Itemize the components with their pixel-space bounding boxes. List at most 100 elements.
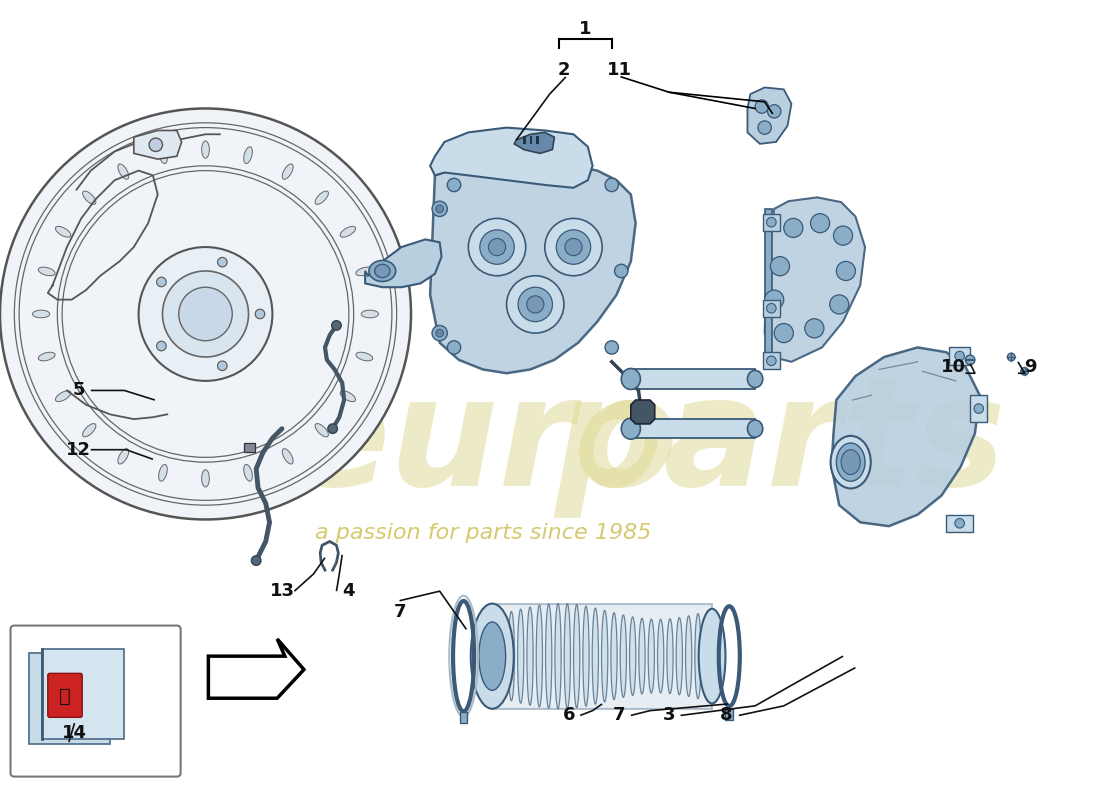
Ellipse shape [602, 610, 608, 702]
Ellipse shape [361, 310, 378, 318]
Ellipse shape [356, 352, 373, 361]
Ellipse shape [747, 420, 762, 438]
Ellipse shape [315, 423, 329, 437]
Ellipse shape [55, 226, 70, 238]
Circle shape [755, 100, 769, 114]
Ellipse shape [573, 605, 580, 708]
Text: 3: 3 [663, 706, 675, 725]
Ellipse shape [158, 465, 167, 481]
Polygon shape [747, 87, 791, 144]
Ellipse shape [375, 264, 390, 278]
Circle shape [432, 201, 448, 217]
Text: 5: 5 [73, 382, 85, 399]
Ellipse shape [471, 603, 514, 709]
Ellipse shape [527, 607, 534, 706]
Circle shape [218, 361, 227, 370]
Bar [970, 395, 988, 422]
Circle shape [156, 342, 166, 350]
Circle shape [163, 271, 249, 357]
Text: 9: 9 [1024, 358, 1036, 375]
Text: 13: 13 [270, 582, 295, 600]
Circle shape [1021, 367, 1028, 375]
Circle shape [955, 351, 965, 361]
Circle shape [178, 287, 232, 341]
Ellipse shape [536, 606, 542, 707]
Polygon shape [764, 209, 772, 357]
Circle shape [448, 178, 461, 192]
Text: 2: 2 [558, 62, 570, 79]
Polygon shape [208, 639, 304, 698]
Circle shape [767, 356, 777, 366]
Ellipse shape [583, 606, 590, 706]
Circle shape [784, 218, 803, 238]
Ellipse shape [356, 267, 373, 276]
Circle shape [1008, 353, 1015, 361]
Circle shape [829, 295, 849, 314]
Circle shape [432, 326, 448, 341]
Ellipse shape [629, 617, 636, 695]
Circle shape [507, 276, 564, 333]
Ellipse shape [554, 604, 561, 709]
Circle shape [518, 287, 552, 322]
Circle shape [764, 290, 784, 309]
Polygon shape [630, 400, 654, 424]
Circle shape [488, 238, 506, 256]
Circle shape [605, 178, 618, 192]
Circle shape [974, 404, 983, 414]
Circle shape [758, 121, 771, 134]
Ellipse shape [82, 423, 96, 437]
Circle shape [544, 218, 602, 276]
Bar [762, 352, 780, 370]
Bar [244, 443, 255, 452]
Ellipse shape [508, 611, 515, 701]
Ellipse shape [315, 191, 329, 204]
Circle shape [332, 321, 341, 330]
Ellipse shape [621, 418, 640, 439]
Circle shape [955, 518, 965, 528]
Circle shape [836, 262, 856, 281]
Polygon shape [492, 603, 712, 709]
Ellipse shape [118, 164, 129, 179]
Circle shape [480, 230, 514, 264]
Circle shape [436, 205, 443, 213]
Ellipse shape [836, 443, 865, 482]
Ellipse shape [676, 618, 682, 694]
Text: 10: 10 [940, 358, 966, 375]
Text: a passion for parts since 1985: a passion for parts since 1985 [316, 522, 652, 542]
Ellipse shape [283, 164, 293, 179]
Ellipse shape [118, 449, 129, 464]
Bar [726, 709, 733, 720]
Polygon shape [832, 347, 980, 526]
Ellipse shape [648, 619, 654, 693]
Polygon shape [514, 132, 554, 154]
Ellipse shape [201, 141, 209, 158]
Text: 6: 6 [562, 706, 575, 725]
Text: 12: 12 [66, 441, 91, 458]
Ellipse shape [658, 619, 663, 693]
Text: 7: 7 [394, 603, 406, 621]
Ellipse shape [685, 616, 692, 697]
Text: 7: 7 [613, 706, 626, 725]
Ellipse shape [518, 609, 524, 703]
Circle shape [770, 257, 790, 276]
Ellipse shape [283, 449, 293, 464]
Ellipse shape [830, 436, 871, 489]
Ellipse shape [698, 609, 726, 703]
Bar [630, 370, 755, 389]
Ellipse shape [244, 147, 252, 163]
Circle shape [527, 296, 543, 313]
Polygon shape [29, 654, 110, 744]
Circle shape [805, 318, 824, 338]
Ellipse shape [201, 470, 209, 487]
Circle shape [156, 277, 166, 286]
Circle shape [218, 258, 227, 267]
Ellipse shape [158, 147, 167, 163]
Ellipse shape [39, 352, 55, 361]
Circle shape [774, 323, 793, 342]
Bar [536, 136, 539, 144]
Polygon shape [365, 239, 441, 287]
Ellipse shape [747, 370, 762, 387]
Ellipse shape [639, 618, 645, 694]
Ellipse shape [340, 390, 355, 402]
Polygon shape [764, 198, 865, 362]
